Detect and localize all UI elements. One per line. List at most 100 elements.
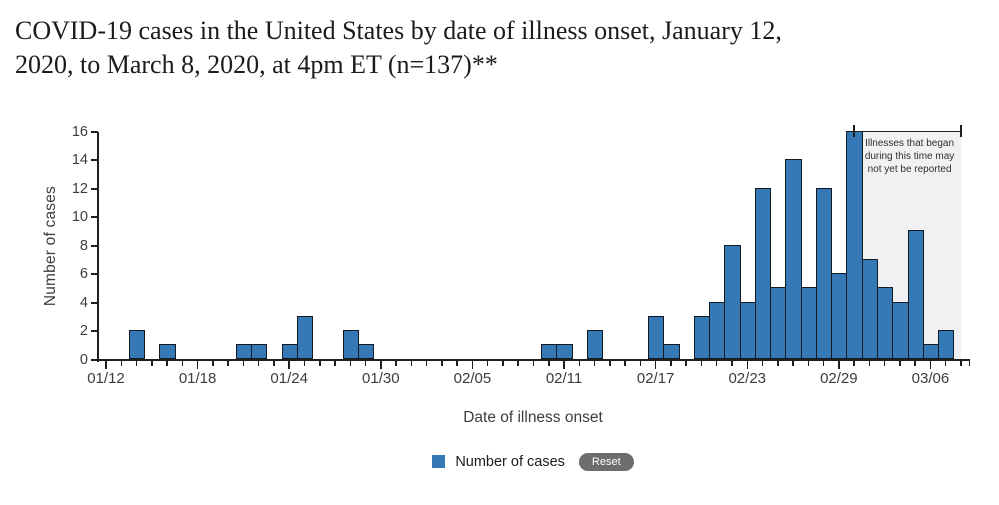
bar-03/03[interactable] bbox=[877, 287, 894, 359]
y-axis-line bbox=[97, 131, 99, 362]
x-tick-01/20 bbox=[227, 360, 229, 366]
bar-02/24[interactable] bbox=[754, 187, 772, 359]
y-tick-label-14: 14 bbox=[71, 152, 88, 169]
x-tick-03/06 bbox=[929, 360, 932, 369]
bar-02/21[interactable] bbox=[709, 301, 726, 359]
x-tick-02/01 bbox=[410, 360, 413, 366]
unreported-bracket-line bbox=[854, 130, 961, 132]
x-tick-02/08 bbox=[517, 360, 519, 366]
x-tick-02/17 bbox=[654, 360, 657, 369]
x-tick-02/23 bbox=[746, 360, 748, 369]
reset-button[interactable]: Reset bbox=[578, 452, 634, 471]
x-tick-02/19 bbox=[685, 360, 687, 366]
bar-02/25[interactable] bbox=[770, 287, 787, 359]
bar-01/14[interactable] bbox=[128, 330, 146, 359]
x-tick-03/05 bbox=[914, 360, 916, 366]
x-tick-02/25 bbox=[777, 360, 779, 366]
y-tick-0 bbox=[91, 358, 98, 361]
y-tick-label-8: 8 bbox=[79, 237, 88, 254]
x-tick-02/20 bbox=[700, 360, 703, 366]
y-tick-16 bbox=[91, 130, 98, 133]
y-tick-12 bbox=[91, 187, 98, 190]
bar-02/26[interactable] bbox=[785, 159, 802, 359]
legend-swatch-icon bbox=[432, 455, 446, 469]
bar-02/18[interactable] bbox=[663, 344, 680, 359]
bar-01/21[interactable] bbox=[235, 344, 253, 359]
y-tick-14 bbox=[91, 159, 98, 162]
x-tick-02/13 bbox=[593, 360, 596, 366]
bar-03/07[interactable] bbox=[938, 330, 955, 359]
bar-01/22[interactable] bbox=[251, 344, 268, 359]
bar-03/04[interactable] bbox=[892, 301, 909, 359]
x-tick-01/19 bbox=[212, 360, 214, 366]
x-tick-02/02 bbox=[425, 360, 428, 366]
x-axis-end-tick bbox=[968, 360, 970, 366]
bar-02/23[interactable] bbox=[739, 301, 756, 359]
bar-01/16[interactable] bbox=[159, 344, 176, 359]
legend: Number of cases Reset bbox=[98, 452, 968, 471]
x-tick-label-02/23: 02/23 bbox=[728, 369, 767, 387]
x-tick-01/31 bbox=[395, 360, 397, 366]
x-tick-01/30 bbox=[380, 360, 382, 369]
x-tick-02/06 bbox=[486, 360, 489, 366]
x-axis-line bbox=[97, 358, 970, 361]
y-tick-label-10: 10 bbox=[71, 209, 88, 226]
bar-01/29[interactable] bbox=[357, 344, 375, 359]
bar-02/28[interactable] bbox=[815, 187, 833, 359]
x-tick-01/18 bbox=[196, 360, 199, 369]
x-tick-label-02/11: 02/11 bbox=[545, 369, 583, 387]
x-tick-01/24 bbox=[288, 360, 290, 369]
x-tick-02/18 bbox=[670, 360, 672, 366]
bar-03/02[interactable] bbox=[861, 258, 879, 359]
x-tick-03/03 bbox=[883, 360, 886, 366]
x-tick-01/15 bbox=[151, 360, 153, 366]
x-tick-01/28 bbox=[349, 360, 352, 366]
x-tick-02/11 bbox=[563, 360, 565, 369]
y-tick-label-12: 12 bbox=[71, 180, 88, 197]
bar-02/10[interactable] bbox=[541, 344, 558, 359]
x-tick-02/28 bbox=[822, 360, 825, 366]
bar-01/28[interactable] bbox=[342, 330, 359, 359]
x-tick-01/23 bbox=[273, 360, 275, 366]
x-tick-02/12 bbox=[578, 360, 581, 366]
bar-03/06[interactable] bbox=[922, 344, 940, 359]
x-tick-03/01 bbox=[853, 360, 855, 366]
x-tick-02/29 bbox=[838, 360, 840, 369]
x-tick-01/14 bbox=[135, 360, 138, 366]
x-tick-03/04 bbox=[899, 360, 901, 366]
bar-02/27[interactable] bbox=[800, 287, 817, 359]
x-tick-02/05 bbox=[471, 360, 474, 369]
unreported-bracket-left-cap bbox=[853, 124, 855, 137]
x-tick-label-01/24: 01/24 bbox=[270, 369, 308, 387]
x-tick-label-02/17: 02/17 bbox=[636, 369, 675, 387]
x-tick-label-02/05: 02/05 bbox=[453, 369, 492, 387]
unreported-annotation: Illnesses that began during this time ma… bbox=[864, 137, 955, 176]
legend-label[interactable]: Number of cases bbox=[455, 453, 565, 470]
x-tick-label-01/12: 01/12 bbox=[87, 369, 125, 387]
bar-02/17[interactable] bbox=[648, 315, 665, 359]
x-tick-label-01/30: 01/30 bbox=[362, 369, 400, 387]
x-tick-label-03/06: 03/06 bbox=[911, 369, 950, 387]
plot-area: Illnesses that began during this time ma… bbox=[72, 124, 970, 387]
x-tick-02/03 bbox=[441, 360, 443, 366]
bar-02/29[interactable] bbox=[831, 273, 848, 359]
epi-curve-chart: Number of cases Illnesses that began dur… bbox=[0, 119, 999, 431]
bar-01/24[interactable] bbox=[281, 344, 298, 359]
bar-03/05[interactable] bbox=[907, 230, 924, 359]
x-tick-01/22 bbox=[257, 360, 260, 366]
y-tick-8 bbox=[91, 244, 98, 247]
unreported-bracket-right-cap bbox=[960, 124, 962, 137]
x-tick-label-01/18: 01/18 bbox=[178, 369, 217, 387]
bar-02/20[interactable] bbox=[693, 315, 711, 359]
bar-02/22[interactable] bbox=[724, 244, 741, 359]
bar-01/25[interactable] bbox=[296, 315, 314, 359]
x-tick-01/25 bbox=[303, 360, 306, 366]
bar-02/11[interactable] bbox=[556, 344, 573, 359]
y-tick-4 bbox=[91, 301, 98, 304]
x-tick-03/07 bbox=[944, 360, 947, 366]
x-tick-02/09 bbox=[532, 360, 535, 366]
y-tick-label-2: 2 bbox=[79, 323, 88, 340]
x-tick-02/27 bbox=[807, 360, 810, 366]
page-title: COVID-19 cases in the United States by d… bbox=[15, 16, 782, 80]
bar-02/13[interactable] bbox=[586, 330, 604, 359]
